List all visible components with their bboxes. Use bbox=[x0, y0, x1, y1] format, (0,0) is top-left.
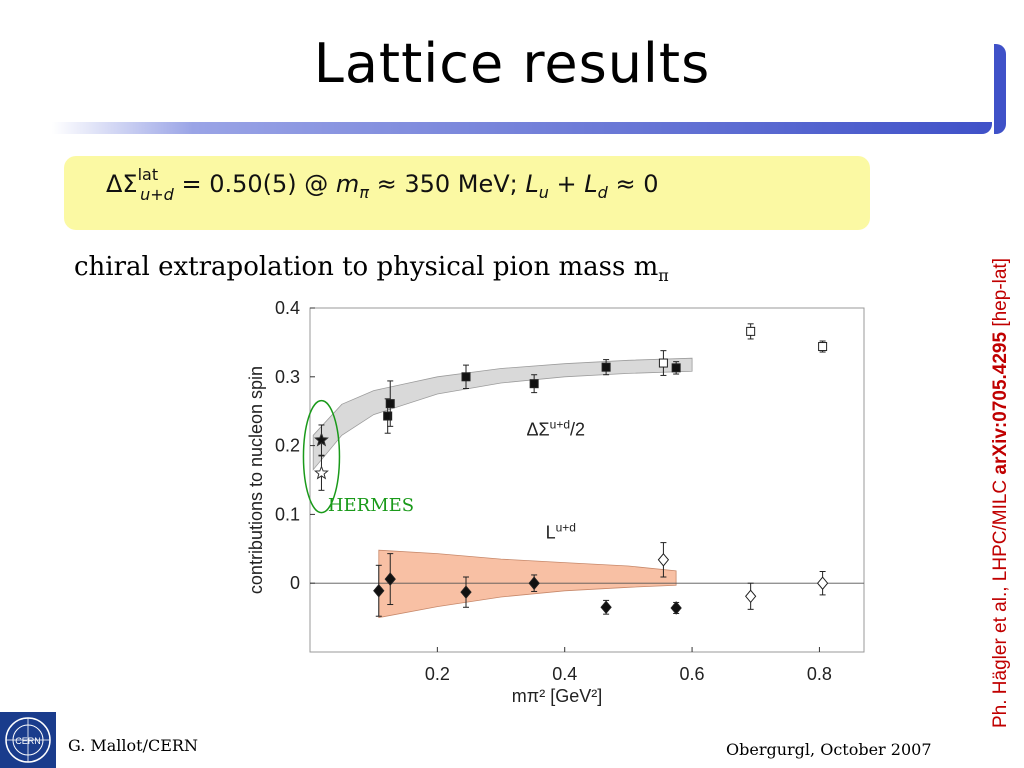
data-point bbox=[601, 362, 611, 372]
formula-value: = 0.50(5) @ bbox=[181, 170, 329, 198]
data-point bbox=[461, 372, 471, 382]
data-point bbox=[600, 600, 612, 615]
subtitle-text: chiral extrapolation to physical pion ma… bbox=[74, 252, 659, 282]
y-tick-label: 0.3 bbox=[275, 367, 300, 387]
y-axis-label: contributions to nucleon spin bbox=[246, 366, 266, 594]
data-point bbox=[313, 465, 329, 480]
data-point bbox=[746, 326, 756, 336]
slide-title: Lattice results bbox=[313, 32, 711, 95]
footer-venue: Obergurgl, October 2007 bbox=[726, 740, 932, 759]
data-point bbox=[385, 399, 395, 409]
data-point bbox=[657, 553, 670, 567]
formula-sub: u+d bbox=[140, 185, 174, 204]
subtitle-sub: π bbox=[658, 266, 669, 286]
data-point bbox=[671, 363, 681, 373]
side-ref-suffix: [hep-lat] bbox=[990, 258, 1011, 332]
side-reference: Ph. Hägler et al., LHPC/MILC arXiv:0705.… bbox=[990, 258, 1012, 728]
data-point bbox=[460, 585, 472, 599]
l-band bbox=[378, 549, 677, 619]
side-ref-arxiv: arXiv:0705.4295 bbox=[990, 331, 1011, 475]
formula-m-sub: π bbox=[359, 182, 369, 202]
cern-logo-icon: CERN bbox=[0, 712, 56, 768]
hermes-ellipse bbox=[302, 399, 341, 514]
formula-tail: ≈ 0 bbox=[615, 170, 659, 198]
logo-text: CERN bbox=[15, 736, 41, 746]
formula: ΔΣlatu+d = 0.50(5) @ mπ ≈ 350 MeV; Lu + … bbox=[106, 165, 659, 204]
hermes-label: HERMES bbox=[328, 495, 414, 516]
data-point bbox=[745, 589, 757, 604]
footer-author: G. Mallot/CERN bbox=[68, 736, 198, 755]
data-point bbox=[373, 583, 385, 598]
data-point bbox=[384, 572, 396, 586]
subtitle: chiral extrapolation to physical pion ma… bbox=[74, 252, 669, 285]
formula-L1: L bbox=[525, 170, 539, 198]
x-tick-label: 0.8 bbox=[807, 664, 832, 684]
data-point bbox=[383, 411, 393, 421]
data-point bbox=[816, 576, 829, 590]
y-tick-label: 0.1 bbox=[275, 504, 300, 524]
l-band-label: Lu+d bbox=[546, 520, 576, 542]
formula-L1-sub: u bbox=[538, 182, 549, 202]
data-point bbox=[529, 379, 539, 389]
formula-m: m bbox=[335, 170, 360, 198]
formula-sup: lat bbox=[137, 165, 159, 184]
formula-L2: L bbox=[584, 170, 598, 198]
data-point bbox=[528, 576, 540, 590]
x-tick-label: 0.2 bbox=[425, 664, 450, 684]
data-point bbox=[670, 601, 682, 615]
x-tick-label: 0.4 bbox=[552, 664, 577, 684]
y-tick-label: 0.2 bbox=[275, 436, 300, 456]
sigma-band-label: ΔΣu+d/2 bbox=[527, 417, 586, 439]
data-point bbox=[658, 358, 668, 368]
x-axis-label: mπ² [GeV²] bbox=[512, 686, 602, 706]
x-tick-label: 0.6 bbox=[680, 664, 705, 684]
formula-box bbox=[64, 156, 870, 230]
formula-L2-sub: d bbox=[597, 182, 608, 202]
formula-approx: ≈ 350 MeV; bbox=[376, 170, 518, 198]
formula-plus: + bbox=[556, 170, 577, 198]
data-point bbox=[818, 342, 828, 352]
sigma-band bbox=[312, 357, 693, 471]
y-tick-label: 0 bbox=[290, 573, 300, 593]
formula-delta-sigma: ΔΣ bbox=[106, 170, 138, 198]
side-ref-prefix: Ph. Hägler et al., LHPC/MILC bbox=[990, 474, 1011, 728]
title-underline-bar bbox=[52, 44, 1006, 136]
title-rule bbox=[52, 122, 992, 134]
data-point bbox=[314, 432, 329, 447]
title-corner bbox=[994, 44, 1006, 134]
y-tick-label: 0.4 bbox=[275, 298, 300, 318]
